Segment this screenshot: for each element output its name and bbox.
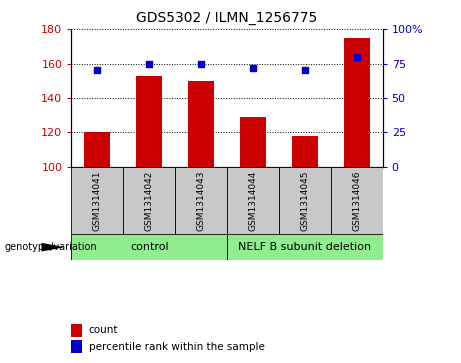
Text: GSM1314044: GSM1314044 <box>248 170 258 231</box>
Title: GDS5302 / ILMN_1256775: GDS5302 / ILMN_1256775 <box>136 11 318 25</box>
Point <box>197 61 205 66</box>
Text: NELF B subunit deletion: NELF B subunit deletion <box>238 242 372 252</box>
Text: control: control <box>130 242 169 252</box>
Point <box>249 65 257 70</box>
Bar <box>279 167 331 234</box>
Bar <box>292 136 318 167</box>
Polygon shape <box>41 243 65 252</box>
Bar <box>84 132 110 167</box>
Text: genotype/variation: genotype/variation <box>5 242 97 252</box>
Text: GSM1314043: GSM1314043 <box>196 170 206 231</box>
Bar <box>71 167 124 234</box>
Bar <box>71 234 227 260</box>
Bar <box>227 234 383 260</box>
Text: GSM1314045: GSM1314045 <box>300 170 309 231</box>
Bar <box>124 167 175 234</box>
Bar <box>175 167 227 234</box>
Text: percentile rank within the sample: percentile rank within the sample <box>89 342 265 352</box>
Point <box>353 54 361 60</box>
Point <box>146 61 153 66</box>
Bar <box>344 38 370 167</box>
Text: GSM1314041: GSM1314041 <box>93 170 102 231</box>
Text: GSM1314042: GSM1314042 <box>145 170 154 231</box>
Bar <box>240 117 266 167</box>
Bar <box>331 167 383 234</box>
Bar <box>227 167 279 234</box>
Bar <box>71 324 83 337</box>
Point <box>301 68 308 73</box>
Bar <box>71 340 83 353</box>
Text: count: count <box>89 325 118 335</box>
Bar <box>136 76 162 167</box>
Bar <box>188 81 214 167</box>
Text: GSM1314046: GSM1314046 <box>352 170 361 231</box>
Point <box>94 68 101 73</box>
